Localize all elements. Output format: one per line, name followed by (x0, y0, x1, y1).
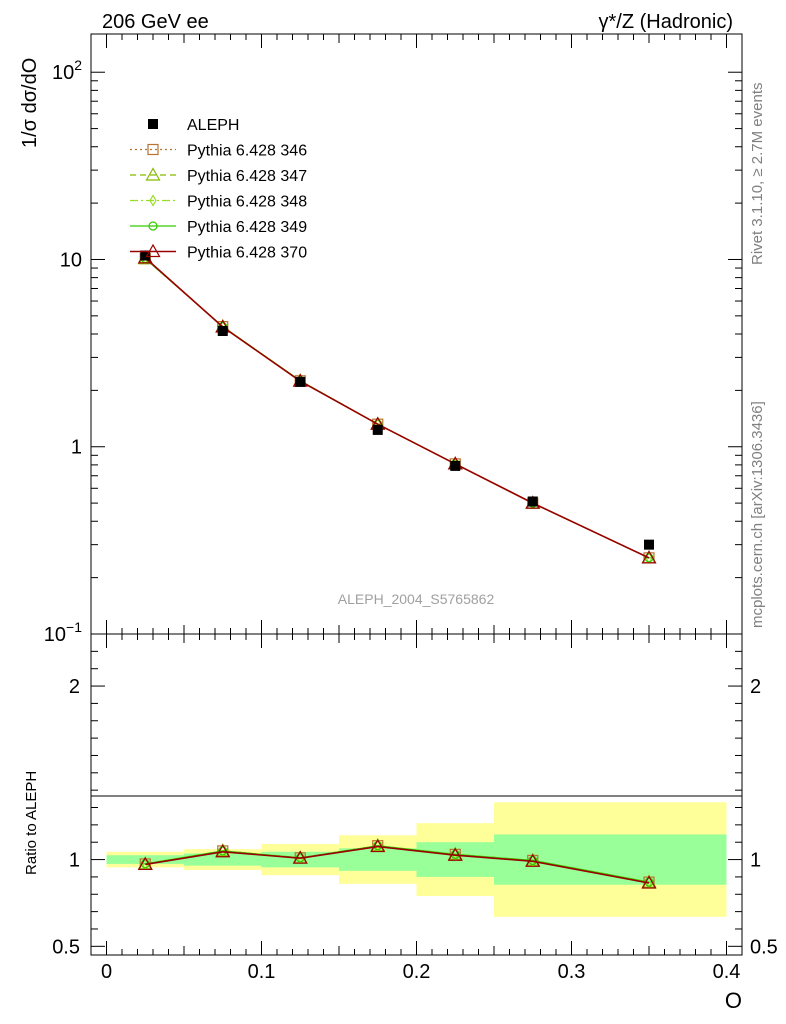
legend-marker-1 (147, 143, 159, 156)
legend-label-1: Pythia 6.428 346 (187, 143, 307, 160)
main-y-tick-labels: 102 10 1 10−1 (44, 57, 82, 646)
legend-label-0: ALEPH (187, 117, 239, 134)
legend-label-3: Pythia 6.428 348 (187, 194, 307, 211)
x-tick-label-1: 0.1 (248, 961, 276, 983)
header-left: 206 GeV ee (102, 11, 209, 33)
aleph-point-6 (644, 539, 654, 550)
ratio-5-point-1 (215, 844, 231, 858)
rivet-label: Rivet 3.1.10, ≥ 2.7M events (749, 83, 766, 266)
main-ytick-label-3: 10−1 (44, 619, 82, 646)
mcplots-label: mcplots.cern.ch [arXiv:1306.3436] (749, 401, 766, 628)
main-ytick-exponent-3: −1 (66, 619, 82, 635)
ratio-y-tick-labels: 0.5 0.5 1 1 2 2 (52, 676, 778, 958)
main-ticks (91, 34, 742, 635)
legend-label-5: Pythia 6.428 370 (187, 245, 307, 262)
main-ylabel: 1/σ dσ/dO (19, 58, 41, 148)
inner-band-3 (339, 848, 417, 871)
main-ytick-label-0: 102 (52, 57, 82, 84)
legend-label-4: Pythia 6.428 349 (187, 219, 307, 236)
legend-item-2: Pythia 6.428 347 (130, 167, 307, 185)
x-tick-labels: 0 0.1 0.2 0.3 0.4 (101, 961, 740, 983)
ratio-5-point-3 (370, 838, 386, 853)
main-ytick-exponent-0: 2 (74, 57, 82, 73)
series-3 (141, 252, 653, 565)
ratio-5-point-4 (447, 847, 463, 861)
legend-item-1: Pythia 6.428 346 (130, 143, 307, 160)
legend-marker-5 (145, 243, 161, 258)
ratio-5-point-5 (525, 853, 541, 867)
x-axis-label: O (725, 988, 742, 1013)
x-tick-label-3: 0.3 (558, 961, 586, 983)
ratio-5-point-0 (137, 856, 153, 871)
ratio-ylabel: Ratio to ALEPH (23, 771, 40, 875)
series-2 (137, 250, 657, 564)
legend: ALEPH Pythia 6.428 346 Pythia 6.428 347 Pyt… (130, 117, 307, 262)
ratio-curves (137, 837, 657, 889)
legend-marker-2 (145, 167, 161, 181)
main-curves (137, 250, 657, 565)
legend-marker-3 (149, 194, 157, 207)
ratio-bands (106, 802, 727, 917)
legend-label-2: Pythia 6.428 347 (187, 168, 307, 185)
legend-item-0: ALEPH (148, 117, 239, 134)
aleph-point-3 (372, 424, 383, 435)
analysis-watermark: ALEPH_2004_S5765862 (338, 591, 495, 607)
inner-band-1 (184, 853, 262, 866)
series-1 (139, 253, 655, 564)
x-tick-label-0: 0 (101, 961, 112, 983)
series-line-5 (144, 257, 650, 559)
aleph-point-1 (217, 326, 228, 337)
ratio-ytick-label-right-1: 1 (750, 850, 761, 872)
ratio-line-5 (145, 845, 650, 884)
ratio-5-point-6 (641, 875, 657, 889)
ratio-5-point-2 (292, 850, 308, 864)
ratio-ytick-label-1: 1 (69, 850, 80, 872)
aleph-point-5 (527, 496, 538, 507)
aleph-data (140, 250, 654, 550)
series-line-4 (144, 258, 650, 559)
ratio-ticks (91, 634, 742, 955)
ratio-ytick-label-0: 0.5 (52, 936, 80, 958)
main-ytick-label-2: 1 (71, 437, 82, 459)
series-line-3 (144, 258, 650, 559)
legend-marker-aleph (148, 119, 158, 129)
series-4 (140, 254, 654, 563)
ratio-series-5 (137, 838, 657, 889)
x-tick-label-2: 0.2 (403, 961, 431, 983)
ratio-ytick-label-2: 2 (69, 676, 80, 698)
legend-item-4: Pythia 6.428 349 (130, 219, 307, 236)
aleph-point-0 (140, 250, 151, 261)
series-line-1 (144, 258, 650, 559)
series-5-point-6 (641, 550, 657, 564)
aleph-point-2 (295, 376, 306, 387)
series-5 (137, 250, 657, 564)
legend-item-3: Pythia 6.428 348 (130, 194, 307, 211)
legend-item-5: Pythia 6.428 370 (130, 243, 307, 262)
ratio-ytick-label-right-2: 2 (750, 676, 761, 698)
main-ytick-label-1: 10 (60, 249, 82, 271)
series-line-2 (144, 258, 650, 559)
x-tick-label-4: 0.4 (713, 961, 741, 983)
header-right: γ*/Z (Hadronic) (599, 11, 733, 33)
aleph-point-4 (450, 460, 461, 471)
ratio-ytick-label-right-0: 0.5 (750, 936, 778, 958)
